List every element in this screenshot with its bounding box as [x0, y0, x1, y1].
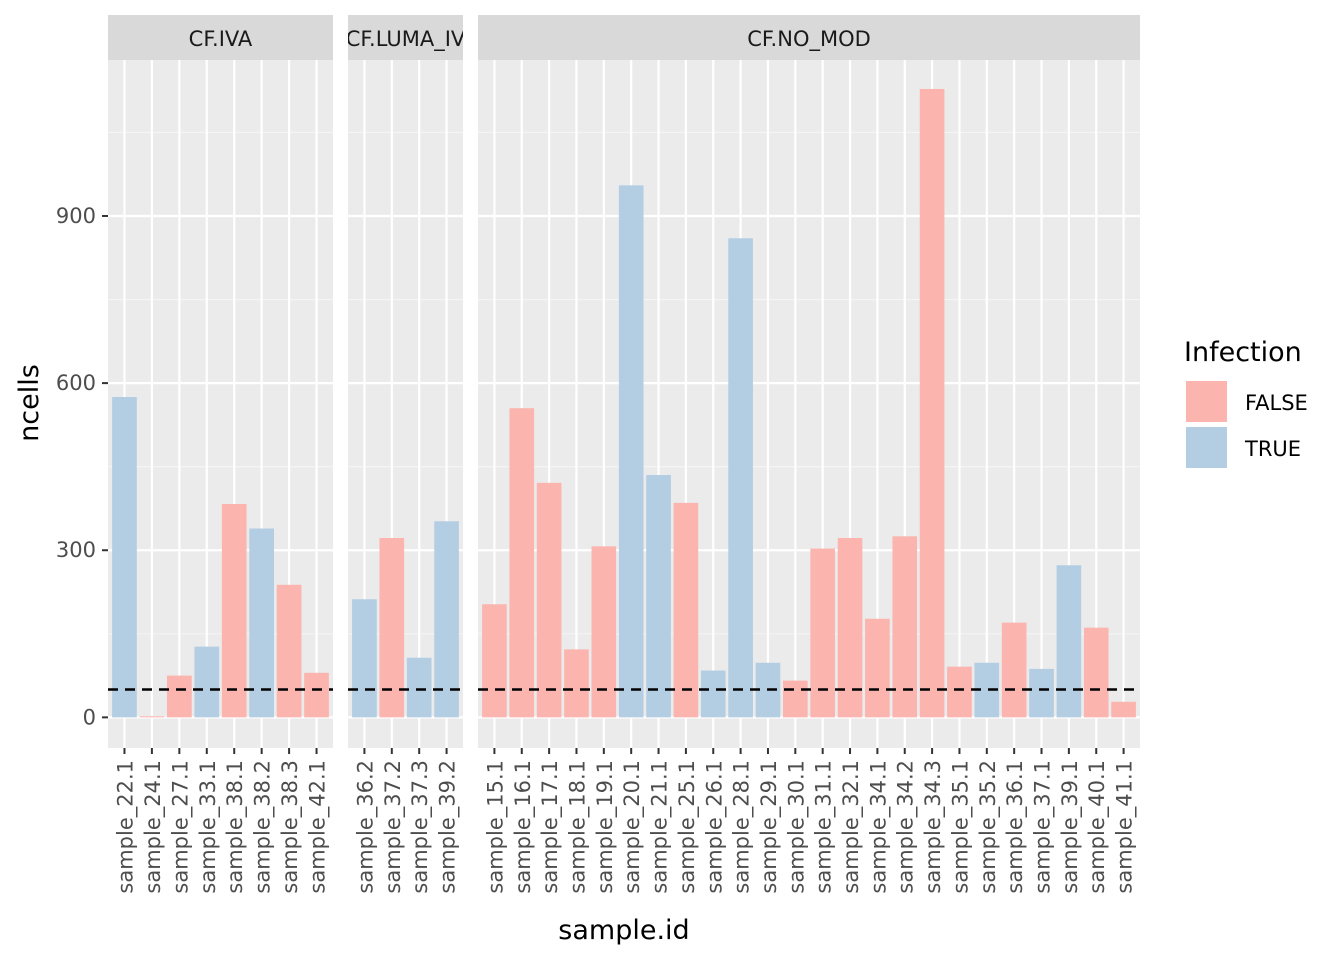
bar-sample_26.1 — [700, 670, 726, 718]
x-tick-label: sample_37.2 — [381, 760, 406, 894]
x-tick-label: sample_30.1 — [784, 760, 809, 894]
x-axis-title: sample.id — [558, 915, 689, 946]
bar-sample_34.2 — [892, 536, 918, 718]
y-tick-label: 300 — [56, 538, 96, 562]
x-tick-label: sample_28.1 — [730, 760, 755, 894]
x-tick-label: sample_36.1 — [1003, 760, 1028, 894]
x-tick-label: sample_20.1 — [620, 760, 645, 894]
bar-sample_37.2 — [379, 537, 405, 718]
x-tick-label: sample_41.1 — [1113, 760, 1138, 894]
bar-sample_36.1 — [1001, 622, 1027, 718]
x-tick-label: sample_27.1 — [168, 760, 193, 894]
x-tick-label: sample_38.1 — [223, 760, 248, 894]
facet-strip-background — [478, 15, 1140, 60]
bar-sample_37.3 — [406, 657, 432, 718]
bar-sample_28.1 — [728, 238, 753, 718]
x-tick-label: sample_18.1 — [565, 760, 590, 894]
x-tick-label: sample_34.2 — [894, 760, 919, 894]
bar-sample_33.1 — [194, 646, 220, 718]
x-tick-label: sample_21.1 — [648, 760, 673, 894]
y-tick-label: 600 — [56, 371, 96, 395]
facet-strip-background — [348, 15, 463, 60]
bar-sample_35.1 — [947, 666, 972, 718]
x-tick-label: sample_17.1 — [538, 760, 563, 894]
bar-sample_41.1 — [1111, 701, 1136, 718]
bar-sample_38.2 — [249, 528, 275, 718]
bar-sample_42.1 — [304, 672, 329, 718]
bar-sample_38.1 — [221, 503, 247, 718]
x-tick-label: sample_37.3 — [408, 760, 433, 894]
bar-sample_24.1 — [139, 716, 165, 718]
x-tick-label: sample_42.1 — [306, 760, 331, 894]
x-tick-label: sample_19.1 — [593, 760, 618, 894]
x-tick-label: sample_24.1 — [141, 760, 166, 894]
bar-sample_39.1 — [1056, 565, 1082, 718]
bar-sample_16.1 — [509, 408, 535, 718]
y-axis: 0 300 600 900 — [56, 204, 108, 729]
bar-sample_15.1 — [482, 604, 507, 718]
facet-strip-background — [108, 15, 333, 60]
bar-sample_30.1 — [783, 680, 808, 718]
x-tick-label: sample_36.2 — [353, 760, 378, 894]
bar-sample_32.1 — [837, 537, 863, 718]
bar-sample_34.3 — [919, 88, 945, 718]
facet-strip-label: CF.IVA — [189, 27, 253, 51]
bar-sample_40.1 — [1083, 627, 1109, 718]
x-tick-label: sample_22.1 — [113, 760, 138, 894]
bar-sample_18.1 — [564, 649, 589, 718]
x-tick-label: sample_33.1 — [196, 760, 221, 894]
x-tick-label: sample_34.1 — [866, 760, 891, 894]
facet-strip: CF.NO_MOD — [478, 15, 1140, 60]
x-tick-label: sample_37.1 — [1031, 760, 1056, 894]
bar-sample_21.1 — [646, 475, 671, 718]
bar-sample_34.1 — [865, 618, 890, 718]
bar-sample_37.1 — [1029, 668, 1054, 718]
legend: Infection FALSE TRUE — [1184, 337, 1308, 470]
bar-sample_38.3 — [276, 584, 302, 718]
legend-key-false — [1184, 379, 1229, 424]
bar-sample_36.2 — [352, 599, 377, 718]
x-tick-label: sample_16.1 — [511, 760, 536, 894]
x-tick-label: sample_26.1 — [702, 760, 727, 894]
x-tick-label: sample_35.1 — [948, 760, 973, 894]
bar-sample_27.1 — [166, 675, 192, 718]
x-tick-label: sample_38.3 — [278, 760, 303, 894]
y-tick-label: 0 — [83, 705, 96, 729]
facet-strip: CF.IVA — [108, 15, 333, 60]
legend-label-true: TRUE — [1244, 437, 1301, 461]
x-tick-label: sample_15.1 — [483, 760, 508, 894]
y-tick-label: 900 — [56, 204, 96, 228]
x-tick-label: sample_39.1 — [1058, 760, 1083, 894]
facet-strip: CF.LUMA_IV — [346, 15, 466, 60]
bar-sample_22.1 — [112, 397, 137, 718]
bar-sample_19.1 — [591, 546, 617, 718]
facet-strip-label: CF.NO_MOD — [747, 27, 871, 52]
x-tick-label: sample_39.2 — [436, 760, 461, 894]
bar-sample_25.1 — [673, 502, 699, 718]
x-tick-label: sample_40.1 — [1085, 760, 1110, 894]
x-tick-label: sample_25.1 — [675, 760, 700, 894]
bar-sample_39.2 — [434, 521, 459, 718]
bar-sample_31.1 — [810, 548, 835, 718]
x-tick-label: sample_38.2 — [251, 760, 276, 894]
x-tick-label: sample_32.1 — [839, 760, 864, 894]
y-axis-title: ncells — [14, 364, 45, 442]
bar-sample_17.1 — [536, 482, 562, 718]
x-tick-label: sample_29.1 — [757, 760, 782, 894]
panel-2: CF.NO_MOD sample_15.1 sample_16.1 sample_17… — [478, 15, 1140, 894]
x-tick-label: sample_34.3 — [921, 760, 946, 894]
x-tick-label: sample_31.1 — [812, 760, 837, 894]
x-tick-label: sample_35.2 — [976, 760, 1001, 894]
legend-label-false: FALSE — [1245, 391, 1308, 415]
legend-key-true — [1184, 425, 1229, 470]
legend-title: Infection — [1184, 337, 1302, 368]
facet-strip-label: CF.LUMA_IV — [346, 27, 466, 52]
bar-sample_20.1 — [618, 185, 644, 718]
